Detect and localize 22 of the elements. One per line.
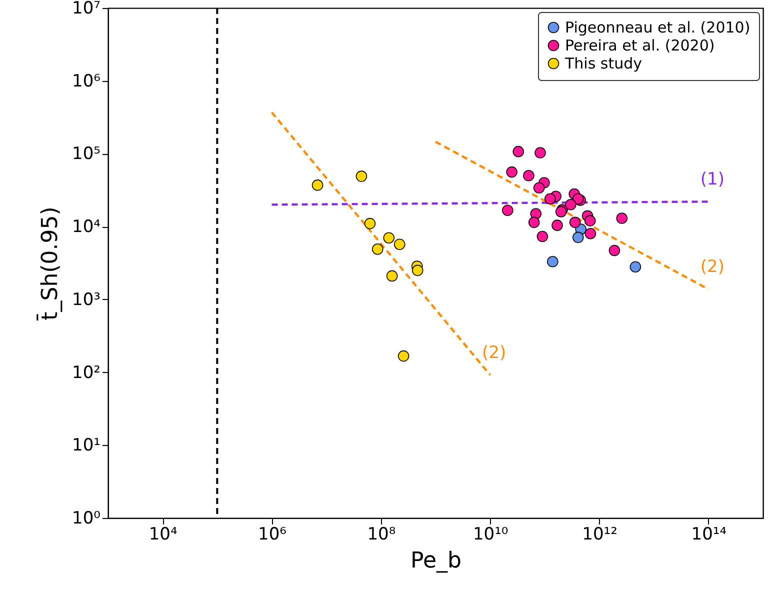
x-tick-label: 10⁶ [258, 524, 287, 544]
y-tick-label: 10³ [72, 290, 100, 310]
series-label: (1) [700, 170, 724, 190]
y-tick-label: 10¹ [72, 436, 100, 456]
series-label: (2) [700, 257, 724, 278]
x-axis-title: Pe_b [410, 548, 462, 574]
y-tick-label: 10² [72, 362, 100, 383]
x-tick-label: 10¹⁴ [691, 524, 727, 544]
legend-label: Pereira et al. (2020) [565, 36, 715, 54]
y-tick-label: 10⁶ [72, 71, 101, 92]
y-tick-label: 10⁴ [72, 217, 101, 238]
y-axis-title: t̄_Sh(0.95) [36, 206, 64, 321]
y-tick-label: 10⁰ [72, 508, 101, 528]
legend-label: This study [564, 54, 642, 72]
x-tick-label: 10⁸ [367, 524, 396, 544]
legend-label: Pigeonneau et al. (2010) [565, 18, 750, 36]
y-tick-label: 10⁵ [72, 144, 100, 164]
x-tick-label: 10¹² [582, 524, 618, 544]
x-tick-label: 10¹⁰ [472, 524, 508, 544]
series-label: (2) [482, 342, 506, 363]
y-tick-label: 10⁷ [72, 0, 101, 18]
x-tick-label: 10⁴ [148, 524, 178, 544]
